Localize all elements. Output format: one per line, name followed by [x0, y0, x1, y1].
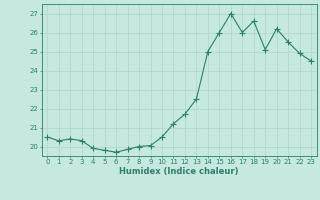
X-axis label: Humidex (Indice chaleur): Humidex (Indice chaleur) [119, 167, 239, 176]
